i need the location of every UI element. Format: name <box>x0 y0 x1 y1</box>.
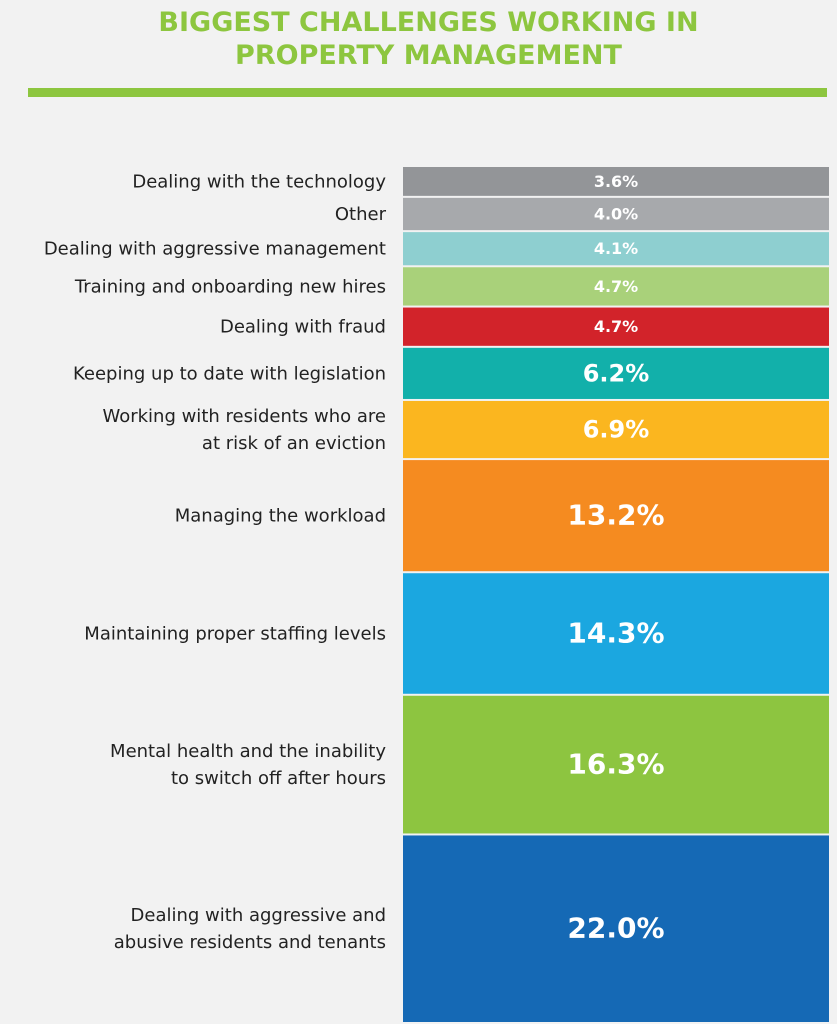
bar-segment <box>403 695 829 834</box>
category-label: Mental health and the inability to switch… <box>110 741 386 789</box>
bar-segment <box>403 267 829 306</box>
category-label: Maintaining proper staffing levels <box>84 623 386 644</box>
value-label: 22.0% <box>567 912 664 945</box>
category-label: Other <box>335 204 387 225</box>
title-rule <box>28 88 827 97</box>
value-label: 4.7% <box>594 317 638 336</box>
category-label: Dealing with aggressive and abusive resid… <box>114 905 386 953</box>
value-label: 16.3% <box>567 748 664 781</box>
value-label: 14.3% <box>567 616 664 649</box>
value-label: 3.6% <box>594 172 638 191</box>
chart-title: BIGGEST CHALLENGES WORKING IN PROPERTY M… <box>158 7 699 71</box>
category-label: Training and onboarding new hires <box>74 276 386 297</box>
value-label: 4.1% <box>594 239 638 258</box>
value-label: 6.9% <box>583 416 650 444</box>
value-label: 13.2% <box>567 499 664 532</box>
bar-segment <box>403 460 829 572</box>
bar-segment <box>403 167 829 196</box>
bar-segment <box>403 197 829 231</box>
category-label: Managing the workload <box>175 506 386 527</box>
bar-segment <box>403 573 829 694</box>
value-label: 4.7% <box>594 277 638 296</box>
category-label: Keeping up to date with legislation <box>73 363 386 384</box>
category-label: Working with residents who are at risk of… <box>102 406 386 454</box>
bar-segment <box>403 835 829 1022</box>
category-label: Dealing with the technology <box>132 171 386 192</box>
value-label: 4.0% <box>594 204 638 223</box>
bar-segment <box>403 232 829 266</box>
category-label: Dealing with aggressive management <box>44 239 386 260</box>
category-label: Dealing with fraud <box>220 317 386 338</box>
bar-segment <box>403 347 829 399</box>
value-label: 6.2% <box>583 359 650 387</box>
bar-segment <box>403 307 829 346</box>
bar-segment <box>403 400 829 459</box>
